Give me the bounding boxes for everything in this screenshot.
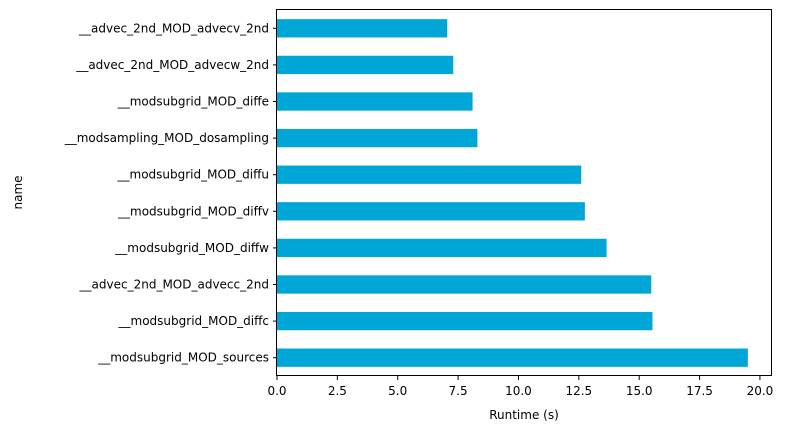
y-tick-label: __modsubgrid_MOD_diffe [117,95,269,109]
y-tick-label: __modsubgrid_MOD_diffv [117,204,269,218]
x-tick-label: 0.0 [267,384,286,398]
bar [277,92,473,111]
bar [277,311,653,331]
y-tick-label: __modsampling_MOD_dosampling [64,131,269,145]
x-tick-label: 12.5 [565,384,592,398]
bar [277,55,454,75]
x-tick-label: 7.5 [449,384,468,398]
y-tick-label: __modsubgrid_MOD_diffu [117,168,270,182]
y-axis-label: name [11,175,25,209]
x-axis-label: Runtime (s) [489,408,559,422]
bar [277,165,582,184]
bars-group [277,19,748,367]
bar [277,348,748,367]
y-ticks-group: __advec_2nd_MOD_advecv_2nd __advec_2nd_MO… [64,21,277,365]
plot-frame [276,9,772,376]
x-tick-label: 15.0 [626,384,653,398]
x-tick-label: 17.5 [686,384,713,398]
y-tick-label: __modsubgrid_MOD_diffc [118,314,269,328]
x-tick-label: 2.5 [328,384,347,398]
y-tick-label: __advec_2nd_MOD_advecw_2nd [75,58,269,72]
y-tick-label: __modsubgrid_MOD_sources [97,351,269,365]
bar [277,19,448,38]
bar [277,238,607,258]
y-tick-label: __modsubgrid_MOD_diffw [114,241,269,255]
x-ticks-group: 0.0 2.5 5.0 7.5 10.0 12.5 15.0 17.5 20.0 [267,376,773,398]
bar [277,202,585,221]
bar [277,275,652,294]
x-tick-label: 5.0 [388,384,407,398]
y-tick-label: __advec_2nd_MOD_advecv_2nd [78,21,269,35]
bar [277,128,478,148]
y-tick-label: __advec_2nd_MOD_advecc_2nd [79,278,269,292]
x-tick-label: 10.0 [505,384,532,398]
x-tick-label: 20.0 [747,384,774,398]
